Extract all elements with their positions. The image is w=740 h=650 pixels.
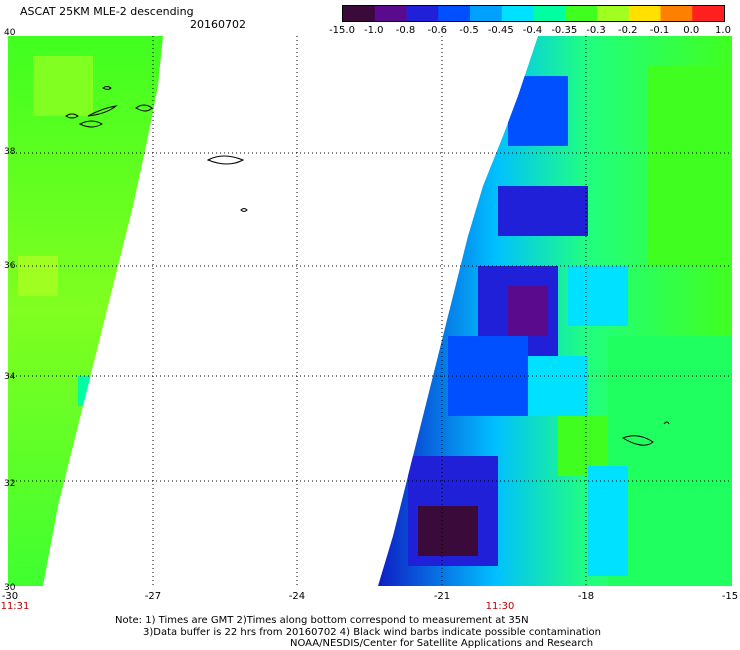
colorbar-swatch [628, 6, 661, 21]
colorbar [342, 5, 725, 22]
longitude-label: -15 [721, 591, 739, 602]
colorbar-label: -0.1 [649, 25, 670, 36]
note-line-2: 3)Data buffer is 22 hrs from 20160702 4)… [143, 627, 601, 638]
colorbar-swatch [374, 6, 407, 21]
left-swath [8, 36, 163, 586]
colorbar-swatch [565, 6, 598, 21]
colorbar-label: -0.5 [459, 25, 479, 36]
note-line-3: NOAA/NESDIS/Center for Satellite Applica… [290, 638, 594, 649]
latitude-label: 36 [4, 261, 16, 271]
colorbar-swatch [406, 6, 439, 21]
colorbar-label: -0.45 [487, 25, 514, 36]
longitude-label: -21 [433, 591, 451, 602]
colorbar-swatch [692, 6, 724, 21]
map-panel [8, 36, 732, 586]
longitude-label: -18 [577, 591, 595, 602]
longitude-label: -30 [1, 591, 19, 602]
colorbar-label: -1.0 [363, 25, 384, 36]
colorbar-label: 1.0 [715, 25, 731, 36]
colorbar-label: -0.3 [586, 25, 606, 36]
map-date: 20160702 [190, 18, 246, 31]
longitude-label: -27 [144, 591, 162, 602]
colorbar-label: -0.4 [522, 25, 543, 36]
latitude-label: 34 [4, 372, 16, 382]
pass-time-label: 11:31 [0, 601, 30, 612]
colorbar-label: 0.0 [683, 25, 700, 36]
pass-time-label: 11:30 [485, 601, 515, 612]
note-line-1: Note: 1) Times are GMT 2)Times along bot… [115, 615, 529, 626]
colorbar-label: -0.6 [427, 25, 448, 36]
colorbar-swatch [470, 6, 503, 21]
longitude-label: -24 [288, 591, 306, 602]
colorbar-label: -0.2 [617, 25, 638, 36]
right-swath [378, 36, 732, 586]
colorbar-swatch [343, 6, 376, 21]
colorbar-label: -0.8 [395, 25, 416, 36]
colorbar-swatch [597, 6, 630, 21]
colorbar-label: -15.0 [329, 25, 355, 36]
coastlines [65, 86, 670, 446]
latitude-label: 38 [4, 147, 16, 157]
colorbar-label: -0.35 [551, 25, 578, 36]
latitude-label: 40 [4, 28, 16, 38]
colorbar-swatch [438, 6, 471, 21]
colorbar-swatch [501, 6, 534, 21]
latitude-label: 32 [4, 479, 16, 489]
colorbar-swatch [660, 6, 693, 21]
map-title: ASCAT 25KM MLE-2 descending [20, 5, 194, 18]
graticule [8, 36, 732, 586]
latitude-label: 30 [4, 583, 16, 593]
colorbar-swatch [533, 6, 566, 21]
